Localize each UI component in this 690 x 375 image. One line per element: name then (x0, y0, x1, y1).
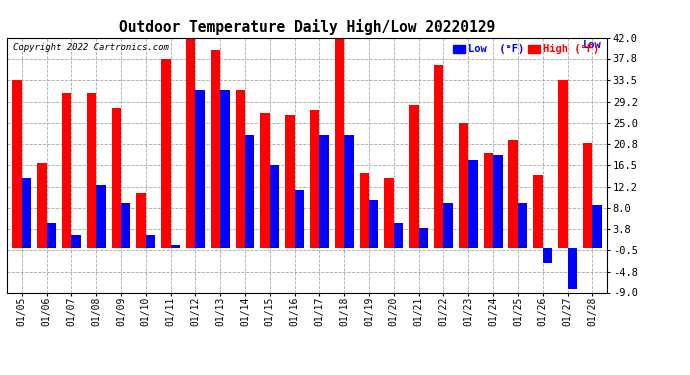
Bar (409, 105, 419, 248)
Bar (87, 93, 96, 248)
Bar (37, 162, 47, 248)
Legend: Low  (°F), High (°F): Low (°F), High (°F) (452, 43, 601, 55)
Bar (161, 58, 170, 248)
Bar (335, 38, 344, 248)
Bar (419, 228, 428, 248)
Bar (47, 222, 56, 248)
Bar (260, 112, 270, 248)
Bar (186, 38, 195, 248)
Bar (444, 202, 453, 248)
Bar (344, 135, 354, 248)
Bar (146, 235, 155, 248)
Bar (384, 177, 394, 248)
Bar (592, 205, 602, 248)
Bar (195, 90, 205, 248)
Bar (434, 65, 444, 248)
Bar (359, 172, 369, 248)
Bar (394, 222, 403, 248)
Bar (22, 177, 31, 248)
Text: Low: Low (582, 40, 601, 50)
Bar (310, 110, 319, 248)
Bar (567, 248, 577, 289)
Bar (295, 190, 304, 248)
Title: Outdoor Temperature Daily High/Low 20220129: Outdoor Temperature Daily High/Low 20220… (119, 19, 495, 35)
Bar (484, 153, 493, 248)
Bar (137, 192, 146, 248)
Bar (583, 142, 592, 248)
Bar (12, 80, 22, 248)
Bar (235, 90, 245, 248)
Bar (509, 140, 518, 248)
Bar (170, 245, 180, 248)
Bar (245, 135, 255, 248)
Bar (211, 50, 220, 248)
Bar (469, 160, 477, 248)
Bar (71, 235, 81, 248)
Bar (220, 90, 230, 248)
Bar (285, 115, 295, 248)
Bar (112, 108, 121, 248)
Bar (459, 123, 469, 248)
Bar (533, 175, 543, 248)
Bar (558, 80, 567, 248)
Bar (62, 93, 71, 248)
Bar (319, 135, 329, 248)
Bar (121, 202, 130, 248)
Bar (518, 202, 527, 248)
Text: Copyright 2022 Cartronics.com: Copyright 2022 Cartronics.com (13, 43, 169, 52)
Bar (369, 200, 379, 248)
Bar (493, 155, 502, 248)
Bar (543, 248, 552, 262)
Bar (270, 165, 279, 248)
Bar (96, 185, 106, 248)
